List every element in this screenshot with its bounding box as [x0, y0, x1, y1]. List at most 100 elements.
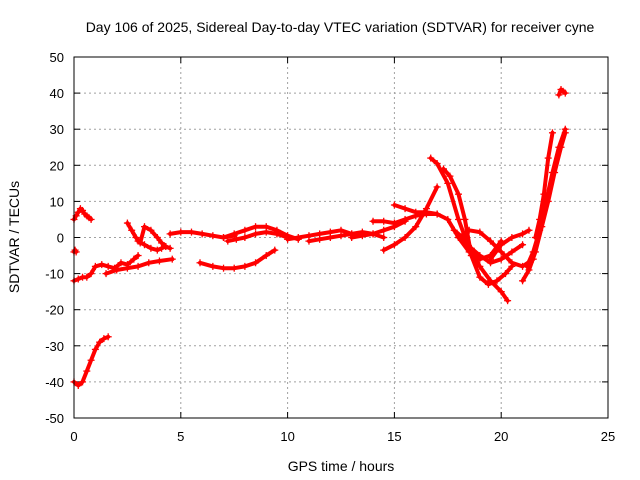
- data-point: [433, 210, 441, 218]
- data-point: [87, 270, 95, 278]
- data-point: [140, 223, 148, 231]
- series-arc-11: [224, 228, 292, 245]
- data-point: [104, 262, 112, 270]
- data-point: [561, 89, 569, 97]
- data-point: [177, 228, 185, 236]
- data-point: [316, 235, 324, 243]
- data-point: [369, 217, 377, 225]
- data-point: [467, 252, 475, 260]
- series-arc-5: [102, 255, 176, 278]
- data-point: [337, 232, 345, 240]
- data-point: [440, 165, 448, 173]
- series-arc-20: [450, 226, 527, 267]
- data-point: [102, 270, 110, 278]
- series-arc-3: [70, 252, 142, 285]
- data-point: [91, 262, 99, 270]
- x-axis-label: GPS time / hours: [288, 458, 395, 474]
- data-point: [523, 262, 531, 270]
- data-point: [433, 183, 441, 191]
- data-point: [493, 277, 501, 285]
- x-tick-label: 15: [387, 429, 401, 444]
- data-point: [380, 217, 388, 225]
- y-tick-label: 20: [50, 158, 64, 173]
- data-point: [241, 262, 249, 270]
- data-point: [305, 237, 313, 245]
- data-point: [79, 378, 87, 386]
- series-line: [452, 228, 525, 265]
- data-point: [508, 234, 516, 241]
- data-point: [446, 172, 454, 180]
- x-tick-label: 10: [280, 429, 294, 444]
- data-point: [220, 234, 228, 241]
- data-point: [273, 230, 281, 238]
- y-tick-label: 0: [57, 231, 64, 246]
- data-point: [555, 143, 563, 151]
- data-series: [70, 85, 569, 390]
- series-arc-2: [70, 246, 80, 256]
- data-point: [128, 226, 136, 234]
- data-point: [465, 226, 473, 234]
- series-arc-17: [369, 210, 441, 227]
- data-point: [155, 257, 163, 265]
- data-point: [548, 129, 556, 137]
- data-point: [140, 241, 148, 249]
- data-point: [104, 333, 112, 341]
- data-point: [83, 367, 91, 375]
- data-point: [74, 275, 82, 283]
- x-tick-label: 25: [601, 429, 615, 444]
- y-tick-label: -20: [45, 303, 64, 318]
- data-point: [96, 338, 104, 346]
- data-point: [380, 246, 388, 254]
- data-point: [98, 261, 106, 269]
- series-arc-15: [380, 183, 441, 254]
- series-line: [556, 87, 568, 97]
- series-arc-25: [523, 125, 569, 270]
- data-point: [158, 244, 166, 252]
- y-tick-label: 10: [50, 194, 64, 209]
- data-point: [134, 252, 142, 260]
- data-point: [232, 235, 240, 243]
- data-point: [444, 179, 452, 187]
- data-point: [390, 241, 398, 249]
- data-point: [252, 223, 260, 231]
- series-arc-26: [555, 85, 569, 99]
- data-point: [145, 259, 153, 267]
- data-point: [422, 210, 430, 218]
- data-point: [348, 234, 356, 241]
- data-point: [123, 219, 131, 227]
- data-point: [117, 259, 125, 267]
- data-point: [525, 266, 533, 274]
- data-point: [134, 237, 142, 245]
- data-point: [401, 215, 409, 223]
- data-point: [433, 159, 441, 167]
- data-point: [326, 234, 334, 241]
- data-point: [262, 252, 270, 260]
- data-point: [519, 230, 527, 238]
- data-point: [196, 259, 204, 267]
- data-point: [461, 215, 469, 223]
- data-point: [487, 255, 495, 263]
- data-point: [504, 297, 512, 305]
- data-point: [241, 234, 249, 241]
- data-point: [476, 273, 484, 281]
- y-tick-label: 30: [50, 122, 64, 137]
- data-point: [450, 226, 458, 234]
- data-point: [497, 248, 505, 256]
- data-point: [412, 212, 420, 220]
- plot-frame: [73, 56, 609, 419]
- data-point: [168, 255, 176, 263]
- series-line: [125, 221, 173, 251]
- data-point: [369, 230, 377, 238]
- data-point: [74, 382, 82, 390]
- data-point: [536, 226, 544, 234]
- data-point: [147, 244, 155, 252]
- series-arc-22: [487, 226, 533, 263]
- data-point: [162, 243, 170, 251]
- data-point: [230, 230, 238, 238]
- data-point: [390, 219, 398, 227]
- grid: [74, 57, 608, 418]
- data-point: [74, 208, 82, 216]
- data-point: [454, 190, 462, 198]
- data-point: [544, 154, 552, 162]
